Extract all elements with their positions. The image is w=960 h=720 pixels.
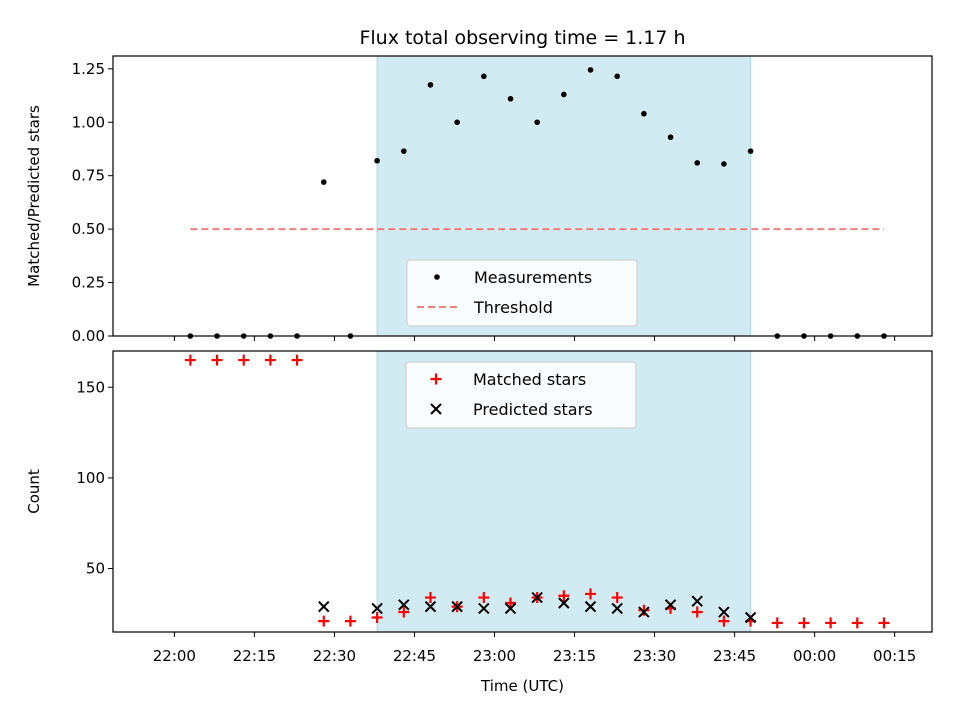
x-tick-label: 22:00 <box>153 647 196 665</box>
legend-box <box>406 259 638 327</box>
y-tick-label: 1.25 <box>72 60 105 78</box>
y-tick-label: 100 <box>76 469 105 487</box>
data-point <box>371 611 383 623</box>
data-point <box>614 73 621 80</box>
x-tick-label: 00:15 <box>873 647 916 665</box>
legend: Matched stars Predicted stars <box>405 361 637 429</box>
data-point <box>427 82 434 88</box>
y-tick-label: 1.00 <box>72 113 105 131</box>
data-point <box>344 615 356 627</box>
data-point <box>638 604 650 616</box>
data-point <box>851 617 863 629</box>
data-point <box>371 602 383 615</box>
y-tick-label: 0.75 <box>72 167 105 185</box>
data-point <box>611 602 623 615</box>
data-point <box>478 592 490 604</box>
legend-marker <box>434 274 440 280</box>
panel-1: 0.00 0.25 0.50 0.75 1.00 1.25 Flux total obser… <box>25 27 933 345</box>
y-tick-label: 0.00 <box>72 327 105 345</box>
data-point <box>771 617 783 629</box>
data-point <box>184 354 196 366</box>
data-point <box>611 592 623 604</box>
y-tick-label: 50 <box>86 560 105 578</box>
data-point <box>374 157 380 164</box>
data-point <box>798 617 810 629</box>
data-point <box>504 597 516 609</box>
legend-marker <box>430 403 442 415</box>
data-point <box>718 606 730 618</box>
data-point <box>721 161 727 167</box>
data-point <box>238 354 250 366</box>
x-tick-label: 23:30 <box>633 647 676 665</box>
data-point <box>264 354 276 366</box>
legend-marker <box>430 373 442 385</box>
axes-frame <box>112 350 933 633</box>
data-point <box>318 615 330 627</box>
x-tick-label: 22:30 <box>313 647 356 665</box>
data-point <box>558 590 570 602</box>
data-point <box>478 602 490 615</box>
data-point <box>585 588 597 600</box>
data-point <box>825 617 837 629</box>
data-point <box>424 600 437 613</box>
data-point <box>507 95 514 102</box>
data-point <box>584 600 597 613</box>
legend-label: Threshold <box>473 298 553 317</box>
legend: Measurements Threshold <box>406 259 638 327</box>
data-point <box>398 606 410 618</box>
data-point <box>454 119 460 126</box>
data-point <box>691 606 703 618</box>
data-point <box>747 148 754 154</box>
data-point <box>504 602 517 615</box>
data-point <box>534 119 540 126</box>
data-point <box>318 600 330 613</box>
data-point <box>320 179 327 185</box>
data-point <box>211 354 223 366</box>
legend-label: Predicted stars <box>473 400 593 419</box>
chart-title: Flux total observing time = 1.17 h <box>359 27 685 49</box>
y-axis-label: Matched/Predicted stars <box>25 105 43 287</box>
x-tick-label: 22:45 <box>393 647 436 665</box>
legend-label: Matched stars <box>473 370 586 389</box>
data-point <box>638 606 650 618</box>
data-point <box>561 91 567 98</box>
x-tick-label: 23:45 <box>713 647 756 665</box>
y-axis-label: Count <box>25 469 43 514</box>
data-point <box>667 134 674 141</box>
data-point <box>558 597 570 609</box>
data-point <box>481 73 487 80</box>
x-axis-label: Time (UTC) <box>480 677 564 695</box>
data-point <box>718 615 730 627</box>
y-tick-label: 0.25 <box>72 274 105 292</box>
data-point <box>744 611 757 624</box>
data-point <box>451 600 463 613</box>
data-point <box>694 160 701 166</box>
data-point <box>398 599 410 611</box>
data-point <box>641 110 647 117</box>
data-point <box>878 617 890 629</box>
legend-box <box>405 361 637 429</box>
series-predicted-stars <box>318 591 757 624</box>
x-tick-label: 23:00 <box>473 647 516 665</box>
data-point <box>424 592 436 604</box>
y-tick-label: 0.50 <box>72 220 105 238</box>
x-tick-label: 23:15 <box>553 647 596 665</box>
data-point <box>400 148 407 154</box>
axes-frame <box>112 55 933 337</box>
x-tick-label: 00:00 <box>793 647 836 665</box>
panel-2: 50 100 150 22:00 22:15 22:30 22:45 23:00 23:15 23… <box>25 350 933 695</box>
legend-label: Measurements <box>474 268 592 287</box>
y-tick-label: 150 <box>76 378 105 396</box>
data-point <box>664 599 677 611</box>
series-matched-stars <box>184 354 890 629</box>
data-point <box>587 67 594 73</box>
data-point <box>291 354 303 366</box>
data-point <box>531 591 543 604</box>
x-tick-label: 22:15 <box>233 647 276 665</box>
series-measurements <box>187 67 887 339</box>
data-point <box>691 595 703 607</box>
